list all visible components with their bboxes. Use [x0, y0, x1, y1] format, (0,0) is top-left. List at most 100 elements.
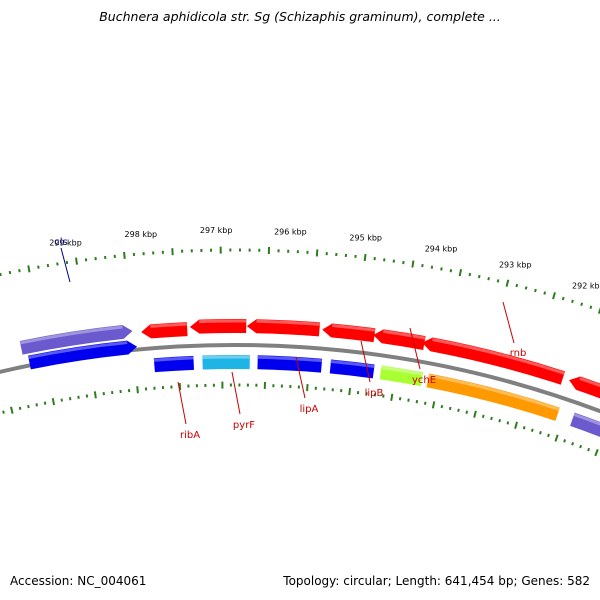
scale-label: 293 kbp — [499, 261, 532, 270]
gene-arrow[interactable] — [329, 359, 375, 379]
outer-tick — [18, 269, 21, 273]
outer-tick — [580, 302, 584, 306]
inner-tick — [440, 404, 444, 409]
outer-tick — [534, 288, 537, 293]
inner-tick — [2, 410, 5, 414]
outer-tick — [524, 286, 528, 290]
inner-tick — [43, 401, 47, 405]
gene-label-leader — [360, 340, 371, 383]
inner-tick — [530, 428, 534, 432]
gene-arrow[interactable] — [422, 337, 566, 385]
inner-tick — [579, 444, 583, 449]
inner-tick — [498, 418, 502, 423]
gene-arrow[interactable] — [570, 412, 600, 450]
outer-tick — [505, 279, 510, 287]
inner-tick — [306, 384, 309, 392]
gene-label[interactable]: lipB — [365, 388, 384, 399]
outer-tick — [440, 267, 443, 271]
gene-arrow[interactable] — [28, 340, 138, 370]
inner-tick — [415, 400, 419, 404]
gene-arrow[interactable] — [373, 329, 426, 350]
gene-label[interactable]: rnb — [510, 348, 527, 359]
gene-arrow[interactable] — [322, 323, 376, 343]
inner-tick — [490, 416, 493, 421]
gene-label[interactable]: pyrF — [233, 420, 255, 431]
inner-tick — [407, 398, 410, 402]
gene-arrow[interactable] — [569, 376, 600, 417]
inner-tick — [93, 391, 97, 399]
inner-tick — [465, 410, 469, 414]
gene-label-leader — [231, 371, 241, 415]
gene-arrow[interactable] — [19, 324, 133, 355]
outer-tick — [37, 265, 40, 269]
inner-tick — [348, 388, 352, 396]
inner-tick — [431, 401, 436, 409]
inner-tick — [60, 398, 64, 402]
scale-labels: 292 kbp 293 kbp 294 kbp 295 kbp 296 kbp 297 k… — [49, 226, 600, 290]
inner-tick — [35, 403, 38, 407]
outer-tick — [543, 291, 547, 295]
inner-tick — [481, 414, 485, 419]
inner-tick — [51, 398, 56, 406]
gene-label[interactable]: cls — [54, 237, 68, 248]
gene-arrow[interactable] — [189, 319, 247, 334]
inner-tick — [539, 431, 542, 435]
inner-tick — [18, 406, 22, 411]
outer-tick — [27, 265, 31, 273]
outer-tick — [363, 253, 367, 262]
outer-tick — [515, 283, 519, 288]
gene-arrow[interactable] — [379, 365, 424, 387]
inner-tick — [457, 408, 460, 412]
gene-labels: cls ribA pyrF lipA lipB ychE rnb — [54, 237, 526, 441]
genome-summary-text: Topology: circular; Length: 641,454 bp; … — [283, 574, 590, 588]
gene-label-leader — [295, 356, 306, 399]
inner-tick — [27, 404, 30, 409]
scale-label: 294 kbp — [425, 245, 458, 254]
outer-tick — [8, 270, 12, 275]
outer-tick — [487, 277, 490, 281]
gene-features — [19, 319, 600, 450]
inner-tick — [448, 406, 452, 411]
outer-tick — [458, 268, 463, 277]
outer-tick — [571, 299, 574, 304]
outer-tick — [561, 296, 565, 301]
inner-tick — [587, 447, 591, 452]
outer-tick — [552, 292, 556, 300]
outer-tick — [468, 272, 472, 277]
outer-tick — [315, 249, 319, 257]
outer-tick — [589, 305, 593, 309]
inner-scale-ticks — [2, 381, 599, 457]
inner-tick — [522, 426, 526, 430]
inner-tick — [136, 386, 139, 394]
outer-tick — [430, 265, 434, 269]
outer-tick — [123, 251, 126, 259]
inner-tick — [506, 421, 510, 425]
gene-arrow[interactable] — [257, 355, 323, 373]
gene-arrow[interactable] — [153, 355, 194, 373]
gene-arrow[interactable] — [202, 355, 250, 370]
inner-tick — [514, 421, 518, 429]
gene-arrow[interactable] — [141, 322, 188, 339]
outer-tick — [411, 260, 415, 268]
gene-label[interactable]: ychE — [412, 375, 436, 386]
scale-label: 296 kbp — [274, 227, 307, 236]
outer-tick — [75, 257, 78, 265]
scale-label: 299 kbp — [49, 239, 82, 248]
accession-text: Accession: NC_004061 — [10, 574, 147, 588]
gene-label[interactable]: ribA — [180, 430, 200, 441]
gene-arrow[interactable] — [426, 373, 560, 421]
inner-tick — [563, 439, 567, 443]
page-title: Buchnera aphidicola str. Sg (Schizaphis … — [99, 9, 501, 24]
inner-tick — [554, 434, 559, 442]
inner-tick — [10, 406, 14, 414]
inner-tick — [473, 410, 477, 418]
inner-tick — [423, 401, 427, 405]
gene-label[interactable]: lipA — [300, 404, 319, 415]
scale-label: 292 kbp — [572, 282, 600, 291]
gene-arrow[interactable] — [246, 319, 321, 337]
scale-label: 295 kbp — [349, 233, 382, 242]
scale-label: 298 kbp — [125, 230, 158, 239]
inner-tick — [547, 433, 550, 438]
